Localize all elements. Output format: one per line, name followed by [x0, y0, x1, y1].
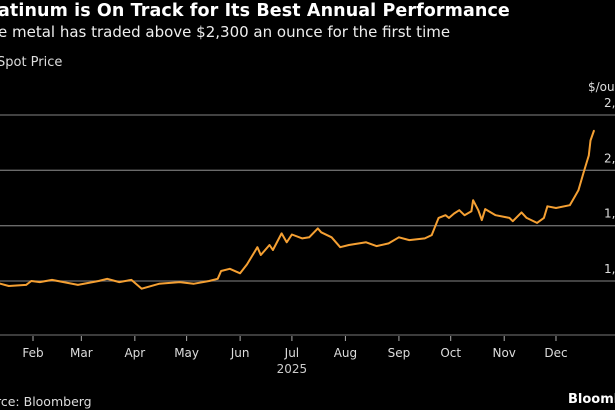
- y-tick-label: 2,: [604, 151, 615, 165]
- data-point: [536, 222, 538, 224]
- data-point: [453, 212, 455, 215]
- data-point: [216, 277, 219, 280]
- data-point: [520, 211, 523, 214]
- data-point: [348, 244, 350, 246]
- data-point: [301, 237, 304, 240]
- x-tick-label: May: [174, 346, 199, 360]
- data-point: [437, 217, 440, 219]
- data-point: [228, 268, 231, 270]
- legend-label: Spot Price: [0, 55, 63, 70]
- data-point: [308, 236, 310, 239]
- y-tick-label: 2,: [604, 96, 615, 110]
- x-tick-label: Aug: [334, 346, 357, 360]
- data-point: [375, 245, 378, 247]
- data-point: [574, 195, 576, 198]
- data-point: [480, 219, 483, 221]
- data-point: [508, 217, 511, 219]
- data-point: [408, 239, 411, 241]
- data-point: [365, 241, 367, 244]
- data-point: [582, 171, 585, 174]
- data-point: [268, 244, 271, 246]
- data-point: [106, 277, 109, 280]
- data-point: [97, 280, 100, 282]
- x-year-label: 2025: [277, 362, 308, 376]
- y-axis-unit: $/ou: [588, 80, 615, 94]
- data-point: [51, 279, 53, 281]
- data-point: [30, 280, 33, 282]
- data-point: [339, 246, 342, 249]
- data-point: [555, 207, 557, 209]
- x-tick-label: Mar: [70, 346, 93, 360]
- data-point: [577, 189, 580, 192]
- data-point: [77, 284, 79, 286]
- data-point: [430, 234, 433, 236]
- data-point: [178, 281, 181, 283]
- data-point: [260, 254, 262, 256]
- data-point: [568, 204, 571, 206]
- data-point: [477, 209, 480, 211]
- data-point: [118, 281, 121, 283]
- data-point: [458, 209, 461, 211]
- x-tick-label: Sep: [388, 346, 411, 360]
- data-point: [246, 263, 248, 266]
- data-point: [330, 236, 333, 239]
- data-point: [470, 210, 473, 213]
- x-tick-label: Jul: [284, 346, 299, 360]
- data-point: [272, 249, 274, 251]
- data-point: [543, 217, 545, 219]
- data-point: [484, 208, 487, 210]
- data-point: [587, 154, 590, 157]
- x-tick-label: Nov: [492, 346, 515, 360]
- data-point: [320, 231, 323, 234]
- y-tick-label: 1,: [604, 207, 615, 221]
- data-point: [589, 139, 592, 142]
- data-point: [398, 236, 400, 239]
- x-tick-label: Feb: [22, 346, 43, 360]
- x-tick-label: Oct: [440, 346, 461, 360]
- source-note: rce: Bloomberg: [0, 394, 92, 409]
- data-point: [208, 280, 210, 282]
- data-point: [494, 214, 497, 216]
- data-point: [25, 284, 27, 286]
- chart-subtitle: e metal has traded above $2,300 an ounce…: [0, 23, 451, 41]
- data-point: [256, 246, 259, 249]
- data-point: [291, 233, 293, 236]
- brand-logo: Bloomb: [568, 392, 615, 407]
- x-tick-label: Apr: [124, 346, 145, 360]
- data-point: [285, 241, 288, 244]
- data-point: [463, 214, 466, 216]
- data-point: [158, 282, 160, 285]
- x-tick-label: Dec: [544, 346, 567, 360]
- x-tick-label: Jun: [230, 346, 250, 360]
- data-point: [444, 214, 447, 216]
- data-point: [239, 272, 241, 275]
- spot-price-line: [0, 130, 595, 290]
- data-point: [192, 282, 195, 285]
- data-point: [448, 217, 450, 219]
- data-point: [546, 205, 549, 208]
- data-point: [39, 281, 41, 283]
- data-point: [525, 217, 528, 219]
- chart-title: atinum is On Track for Its Best Annual P…: [0, 1, 510, 21]
- data-point: [387, 242, 390, 245]
- data-point: [130, 279, 133, 281]
- data-point: [593, 129, 595, 132]
- data-point: [472, 199, 474, 202]
- y-tick-label: 1,: [604, 262, 615, 276]
- data-point: [316, 227, 319, 230]
- data-point: [140, 287, 143, 290]
- data-point: [424, 237, 426, 240]
- data-point: [8, 285, 10, 287]
- data-point: [512, 220, 514, 223]
- data-point: [220, 270, 222, 272]
- data-point: [280, 232, 283, 235]
